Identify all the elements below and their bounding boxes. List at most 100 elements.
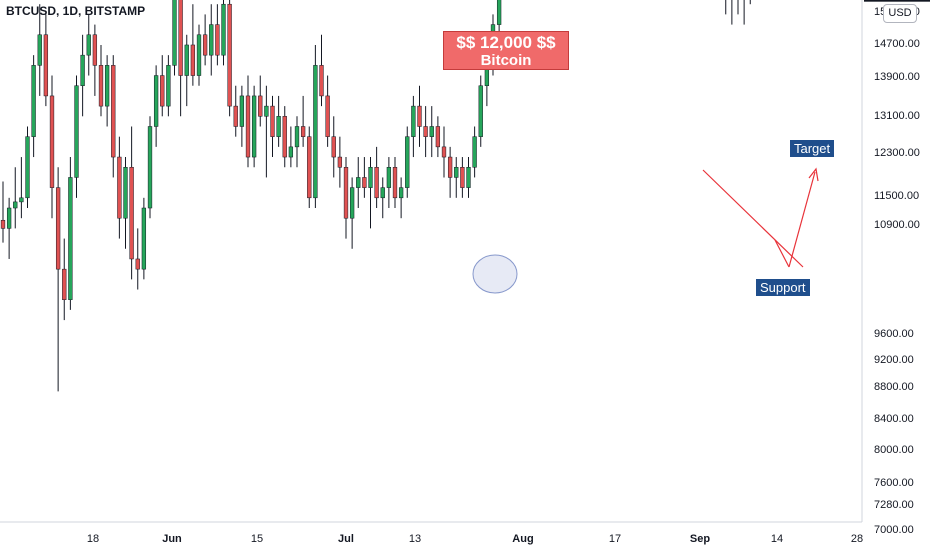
candle	[49, 75, 55, 219]
candle-body	[74, 85, 79, 178]
candle-body	[80, 54, 85, 86]
candle-body	[300, 126, 306, 137]
candle	[380, 177, 385, 219]
candle-body	[282, 116, 287, 158]
candle	[104, 55, 110, 127]
candle-body	[104, 65, 110, 107]
candle	[6, 197, 12, 259]
candle	[55, 167, 61, 392]
candle	[233, 85, 238, 137]
candle-body	[417, 105, 422, 127]
candle	[423, 106, 428, 158]
candle-body	[227, 3, 232, 107]
candle	[307, 126, 312, 209]
price-tick-label: 13900.00	[874, 71, 920, 83]
candle	[239, 85, 245, 147]
candle	[245, 75, 251, 168]
candle-body	[319, 65, 324, 97]
candle-body	[447, 156, 453, 178]
candle-body	[374, 167, 379, 199]
time-tick-label: 28	[851, 533, 863, 545]
candle	[411, 95, 416, 158]
candle	[98, 44, 104, 117]
time-tick-label: 17	[609, 533, 621, 545]
candle	[478, 75, 483, 147]
candle-body	[276, 116, 281, 137]
overlays-group	[472, 167, 819, 294]
candle-body	[49, 95, 55, 188]
candle	[441, 126, 447, 178]
candle	[749, 0, 751, 5]
candle-body	[386, 167, 392, 188]
candle-body	[43, 34, 49, 97]
arrow-head	[808, 167, 819, 182]
candle	[319, 34, 324, 107]
price-tick-label: 12300.00	[874, 147, 920, 159]
candle-body	[92, 34, 98, 66]
candle	[74, 75, 79, 198]
candle	[386, 157, 392, 209]
candle-body	[496, 0, 502, 25]
time-tick-label: 13	[409, 533, 421, 545]
candle	[429, 106, 434, 158]
price-tick-label: 10900.00	[874, 219, 920, 231]
candle-body	[405, 136, 410, 188]
price-tick-label: 11500.00	[874, 190, 919, 202]
candle	[123, 157, 128, 249]
candle-body	[392, 167, 398, 199]
price-tick-label: 8800.00	[874, 381, 914, 393]
candle	[288, 126, 294, 168]
candle-body	[441, 146, 447, 158]
candle-body	[307, 136, 312, 199]
candle	[398, 177, 404, 219]
price-label: 10101.67	[864, 0, 930, 2]
candle-body	[380, 187, 385, 199]
breakout-circle	[472, 254, 518, 294]
price-callout: $$ 12,000 $$ Bitcoin	[443, 31, 569, 70]
time-axis[interactable]: 18 Jun 15 Jul 13 Aug 17 Sep 14 28	[87, 533, 863, 545]
price-axis[interactable]: 15000.0014700.0013900.0013100.0012300.00…	[0, 0, 930, 536]
time-tick-label: Aug	[512, 533, 533, 545]
candle	[258, 75, 263, 127]
candle	[447, 146, 453, 198]
candle-body	[215, 24, 220, 56]
target-arrow-line	[788, 171, 816, 268]
symbol-title[interactable]: BTCUSD, 1D, BITSTAMP	[6, 4, 146, 18]
candle	[337, 136, 343, 188]
candle	[294, 116, 300, 168]
currency-button[interactable]: USD	[883, 4, 917, 23]
candle-body	[98, 65, 104, 107]
candle	[368, 157, 373, 229]
candle	[362, 157, 367, 198]
candle-body	[294, 126, 300, 148]
price-tick-label: 7600.00	[874, 477, 914, 489]
candle-body	[111, 65, 116, 158]
candle-body	[13, 201, 18, 209]
candle	[737, 0, 739, 15]
candle-body	[411, 105, 416, 137]
candle-body	[202, 34, 208, 56]
candle	[725, 0, 727, 15]
candle-body	[178, 0, 183, 76]
candle	[166, 55, 171, 117]
candle	[62, 238, 67, 321]
candle	[374, 146, 379, 209]
candle	[405, 126, 410, 198]
time-tick-label: 15	[251, 533, 263, 545]
time-tick-label: Jun	[162, 533, 182, 545]
candle-body	[123, 167, 128, 219]
callout-line2: Bitcoin	[480, 52, 532, 69]
candle	[270, 95, 275, 158]
candle	[251, 85, 257, 168]
candle-body	[129, 167, 134, 260]
candle	[435, 116, 441, 158]
candle	[264, 85, 269, 178]
candle	[25, 126, 30, 209]
price-tick-label: 13100.00	[874, 110, 920, 122]
candle	[392, 157, 398, 209]
candle	[417, 85, 422, 147]
candle	[117, 136, 122, 239]
time-tick-label: 18	[87, 533, 99, 545]
candle-body	[313, 65, 318, 199]
